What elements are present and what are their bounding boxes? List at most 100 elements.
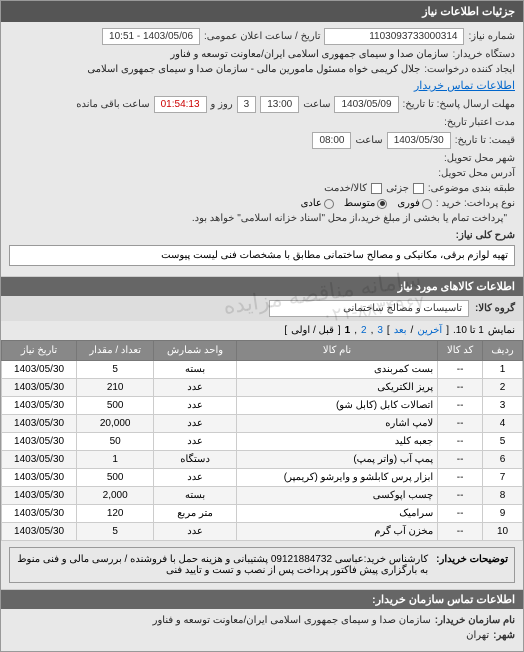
- table-cell: چسب اپوکسی: [236, 487, 437, 505]
- price-date: 1403/05/30: [387, 132, 451, 149]
- table-cell: --: [438, 523, 483, 541]
- partial-label: جزئی: [386, 183, 409, 194]
- payment-note: "پرداخت تمام یا بخشی از مبلغ خرید،از محل…: [192, 213, 507, 224]
- table-cell: 50: [77, 433, 154, 451]
- table-cell: 210: [77, 379, 154, 397]
- city-value: تهران: [466, 630, 489, 641]
- days-remaining: 3: [237, 96, 257, 113]
- table-row[interactable]: 8--چسب اپوکسیبسته2,0001403/05/30: [2, 487, 523, 505]
- radio-urgent[interactable]: فوری: [397, 198, 432, 209]
- bracket-close2: ]: [284, 325, 287, 336]
- bracket-open2: [: [338, 325, 341, 336]
- delivery-city-label: شهر محل تحویل:: [444, 153, 515, 164]
- table-cell: ابزار پرس کابلشو و وایرشو (کریمپر): [236, 469, 437, 487]
- payment-radio-group: فوری متوسط عادی: [301, 198, 432, 209]
- table-cell: 1403/05/30: [2, 523, 77, 541]
- delivery-addr-label: آدرس محل تحویل:: [438, 168, 515, 179]
- pager-p3[interactable]: 3: [377, 325, 383, 336]
- table-cell: 2: [483, 379, 523, 397]
- price-time: 08:00: [312, 132, 351, 149]
- table-cell: پریز الکتریکی: [236, 379, 437, 397]
- table-row[interactable]: 2--پریز الکتریکیعدد2101403/05/30: [2, 379, 523, 397]
- table-cell: عدد: [154, 433, 237, 451]
- pager-p1: 1: [345, 325, 351, 336]
- note-box: توضیحات خریدار: کارشناس خرید:عباسی 09121…: [9, 547, 515, 583]
- time-label-2: ساعت: [355, 135, 382, 146]
- table-cell: متر مربع: [154, 505, 237, 523]
- table-cell: سرامیک: [236, 505, 437, 523]
- table-cell: مخزن آب گرم: [236, 523, 437, 541]
- pager-range: 1 تا 10.: [453, 325, 484, 336]
- table-cell: 500: [77, 469, 154, 487]
- radio-normal[interactable]: عادی: [301, 198, 334, 209]
- price-label: قیمت: تا تاریخ:: [455, 135, 515, 146]
- city-label: شهر:: [493, 630, 515, 641]
- table-cell: 5: [77, 523, 154, 541]
- table-cell: 1403/05/30: [2, 451, 77, 469]
- pager-last[interactable]: آخرین: [417, 325, 442, 336]
- time-label-1: ساعت: [303, 99, 330, 110]
- table-row[interactable]: 7--ابزار پرس کابلشو و وایرشو (کریمپر)عدد…: [2, 469, 523, 487]
- table-cell: 2,000: [77, 487, 154, 505]
- org-value: سازمان صدا و سیمای جمهوری اسلامی ایران/م…: [153, 615, 431, 626]
- table-cell: 1: [483, 361, 523, 379]
- table-row[interactable]: 3--اتصالات کابل (کابل شو)عدد5001403/05/3…: [2, 397, 523, 415]
- table-cell: 9: [483, 505, 523, 523]
- time-remaining: 01:54:13: [154, 96, 207, 113]
- table-cell: عدد: [154, 523, 237, 541]
- table-cell: 120: [77, 505, 154, 523]
- announce-value: 1403/05/06 - 10:51: [102, 28, 200, 45]
- goods-checkbox[interactable]: [371, 183, 382, 194]
- table-cell: 7: [483, 469, 523, 487]
- radio-medium[interactable]: متوسط: [344, 198, 387, 209]
- payment-type-label: نوع پرداخت: خرید :: [436, 198, 515, 209]
- table-cell: 20,000: [77, 415, 154, 433]
- table-cell: اتصالات کابل (کابل شو): [236, 397, 437, 415]
- table-row[interactable]: 10--مخزن آب گرمعدد51403/05/30: [2, 523, 523, 541]
- footer-section: نام سازمان خریدار: سازمان صدا و سیمای جم…: [1, 609, 523, 651]
- radio-dot-normal: [324, 199, 334, 209]
- table-cell: 1403/05/30: [2, 397, 77, 415]
- table-cell: لامپ اشاره: [236, 415, 437, 433]
- panel-title: جزئیات اطلاعات نیاز: [422, 6, 515, 18]
- days-label: روز و: [211, 99, 233, 110]
- table-row[interactable]: 4--لامپ اشارهعدد20,0001403/05/30: [2, 415, 523, 433]
- table-cell: --: [438, 361, 483, 379]
- table-cell: 5: [77, 361, 154, 379]
- table-row[interactable]: 1--بست کمربندیبسته51403/05/30: [2, 361, 523, 379]
- requester-value: جلال کریمی خواه مسئول مامورین مالی - ساز…: [87, 64, 420, 75]
- note-label: توضیحات خریدار:: [436, 554, 508, 576]
- contact-link[interactable]: اطلاعات تماس خریدار: [414, 79, 515, 92]
- table-cell: --: [438, 505, 483, 523]
- table-cell: 10: [483, 523, 523, 541]
- table-cell: 4: [483, 415, 523, 433]
- goods-label: کالا/خدمت: [324, 183, 367, 194]
- table-cell: --: [438, 397, 483, 415]
- main-panel: جزئیات اطلاعات نیاز شماره نیاز: 11030937…: [0, 0, 524, 652]
- org-label: نام سازمان خریدار:: [435, 615, 515, 626]
- pager-first: قبل / اولی: [291, 325, 334, 336]
- table-cell: --: [438, 487, 483, 505]
- validity-label: مدت اعتبار تاریخ:: [444, 117, 515, 128]
- table-row[interactable]: 5--جعبه کلیدعدد501403/05/30: [2, 433, 523, 451]
- table-cell: جعبه کلید: [236, 433, 437, 451]
- pager-next[interactable]: بعد: [394, 325, 407, 336]
- radio-dot-urgent: [422, 199, 432, 209]
- table-cell: 1403/05/30: [2, 469, 77, 487]
- table-cell: 1403/05/30: [2, 505, 77, 523]
- table-cell: --: [438, 469, 483, 487]
- requester-label: ایجاد کننده درخواست:: [424, 64, 515, 75]
- table-header-row: ردیف کد کالا نام کالا واحد شمارش تعداد /…: [2, 341, 523, 361]
- table-cell: 1403/05/30: [2, 433, 77, 451]
- desc-box: تهیه لوازم برقی، مکانیکی و مصالح ساختمان…: [9, 245, 515, 266]
- table-cell: 3: [483, 397, 523, 415]
- partial-checkbox[interactable]: [413, 183, 424, 194]
- table-cell: 6: [483, 451, 523, 469]
- table-cell: عدد: [154, 379, 237, 397]
- pager-p2[interactable]: 2: [361, 325, 367, 336]
- pager-display: نمایش: [488, 325, 515, 336]
- table-row[interactable]: 6--پمپ آب (واتر پمپ)دستگاه11403/05/30: [2, 451, 523, 469]
- table-row[interactable]: 9--سرامیکمتر مربع1201403/05/30: [2, 505, 523, 523]
- deadline-date: 1403/05/09: [334, 96, 398, 113]
- table-cell: دستگاه: [154, 451, 237, 469]
